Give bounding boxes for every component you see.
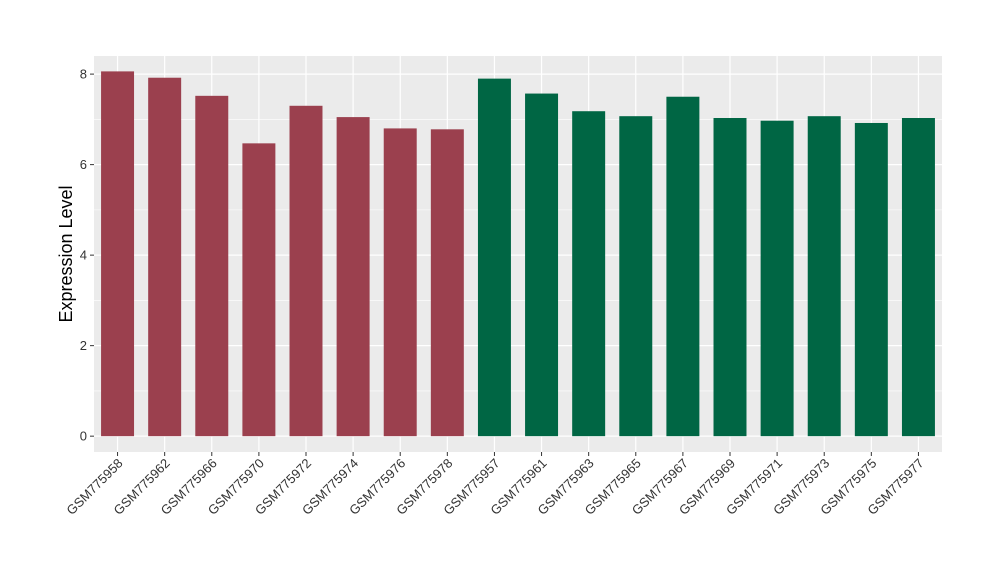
- bar: [901, 118, 935, 437]
- bar: [619, 116, 653, 437]
- bar: [430, 129, 464, 437]
- bar: [289, 105, 323, 437]
- bar: [383, 128, 417, 437]
- y-tick-label: 4: [80, 248, 87, 263]
- bar: [336, 117, 370, 437]
- bar: [242, 143, 276, 437]
- bar: [477, 78, 511, 437]
- plot-panel: [94, 56, 942, 452]
- bar: [666, 96, 700, 437]
- bar: [713, 118, 747, 437]
- bar: [195, 95, 229, 437]
- y-tick-label: 8: [80, 67, 87, 82]
- bar: [854, 122, 888, 437]
- y-tick-label: 0: [80, 429, 87, 444]
- bar: [760, 120, 794, 437]
- bar: [101, 71, 135, 437]
- y-axis-title: Expression Level: [56, 185, 76, 322]
- bar: [525, 93, 559, 437]
- bar: [572, 111, 606, 437]
- y-tick-label: 6: [80, 157, 87, 172]
- x-axis: GSM775958GSM775962GSM775966GSM775970GSM7…: [63, 452, 927, 518]
- y-tick-label: 2: [80, 338, 87, 353]
- y-axis: 0 2 4 6 8: [80, 67, 94, 444]
- bar: [148, 77, 182, 437]
- bar: [807, 116, 841, 437]
- bars: [101, 71, 935, 437]
